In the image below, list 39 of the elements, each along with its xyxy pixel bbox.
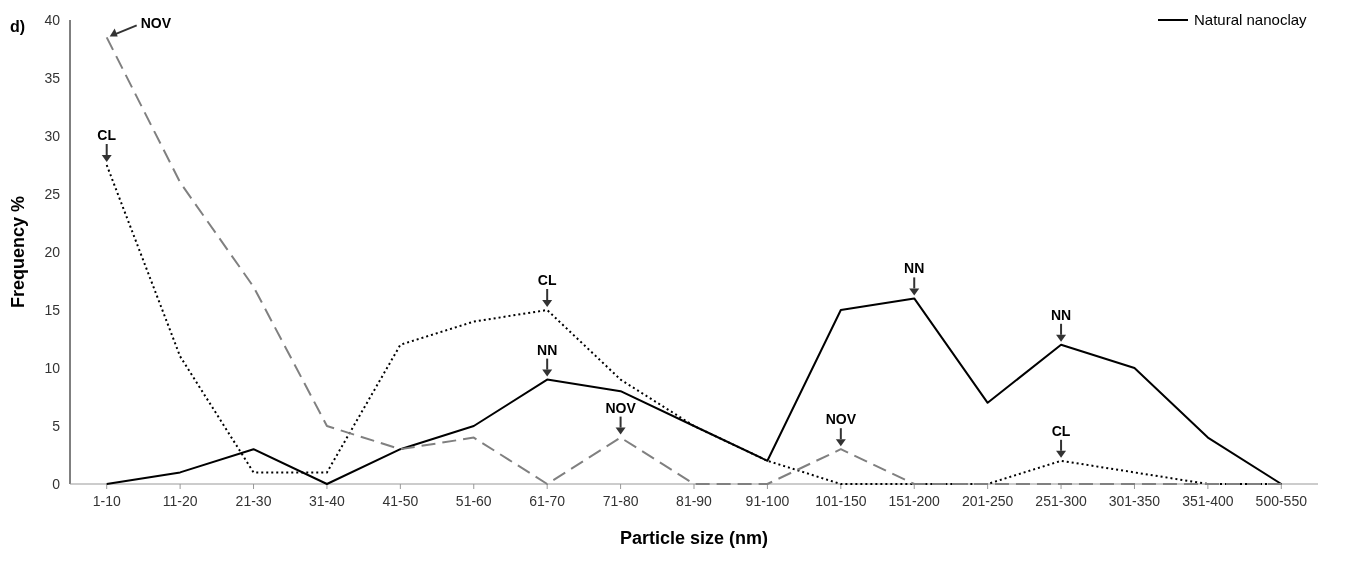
annotation: NN [1050,306,1072,323]
annotation: CL [97,126,117,143]
x-tick-label: 101-150 [815,493,867,509]
annotation: NOV [825,411,857,428]
x-tick-label: 11-20 [162,493,198,509]
y-tick-label: 20 [44,243,61,260]
x-axis-title: Particle size (nm) [619,528,769,548]
y-tick-label: 40 [44,11,61,28]
y-axis-title: Frequency % [8,195,28,309]
annotation: CL [537,271,557,288]
y-tick-label: 35 [44,69,61,86]
legend-label: Natural nanoclay [1194,11,1308,29]
x-tick-label: 21-30 [235,493,272,509]
x-tick-label: 41-50 [382,493,419,509]
y-tick-label: 0 [52,475,61,492]
x-tick-label: 91-100 [745,493,790,509]
y-tick-label: 5 [52,417,61,434]
annotation: NN [537,341,558,358]
y-tick-label: 25 [44,185,61,202]
x-tick-label: 81-90 [676,493,713,509]
x-tick-label: 1-10 [92,493,121,509]
x-tick-label: 71-80 [602,493,639,509]
annotation: NN [904,260,925,277]
x-tick-label: 301-350 [1108,493,1161,509]
y-tick-label: 10 [44,359,61,376]
annotation: NOV [140,15,172,32]
x-tick-label: 201-250 [961,493,1014,509]
x-tick-label: 351-400 [1182,493,1234,509]
y-tick-label: 30 [44,127,61,144]
y-tick-label: 15 [44,301,61,318]
x-tick-label: 61-70 [529,493,566,509]
x-tick-label: 31-40 [309,493,346,509]
x-tick-label: 251-300 [1035,493,1087,509]
annotation: NOV [605,399,637,416]
annotation: CL [1051,422,1071,439]
x-tick-label: 151-200 [888,493,941,509]
x-tick-label: 500-550 [1255,493,1308,509]
text: d) [10,18,26,35]
x-tick-label: 51-60 [455,493,492,509]
